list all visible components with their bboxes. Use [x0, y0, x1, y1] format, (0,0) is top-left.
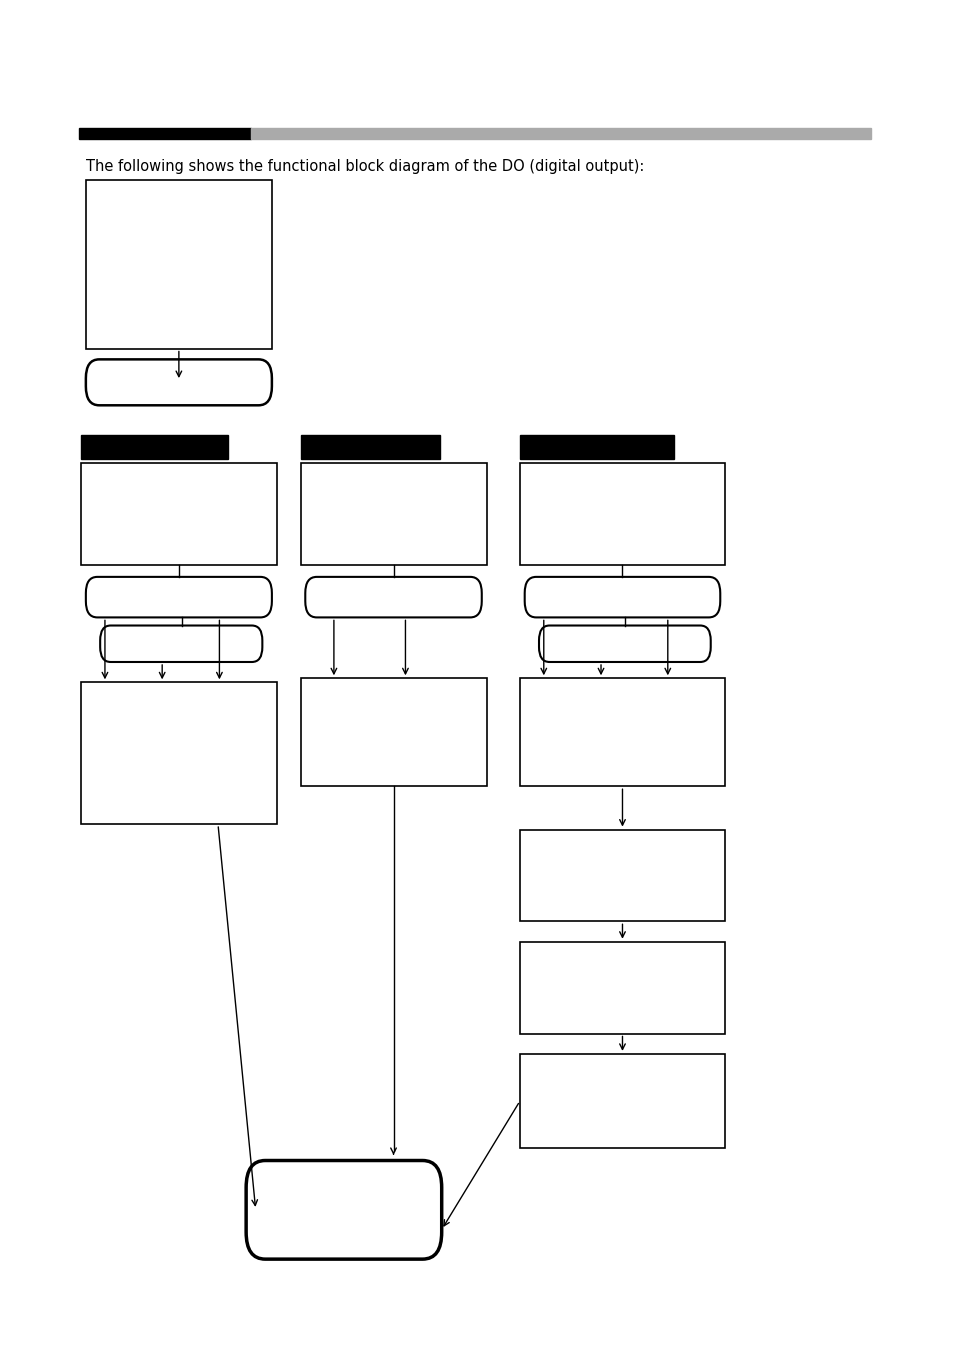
FancyBboxPatch shape — [305, 577, 481, 617]
FancyBboxPatch shape — [519, 463, 724, 565]
Bar — [79, 128, 251, 139]
Bar — [251, 128, 870, 139]
FancyBboxPatch shape — [100, 626, 262, 662]
FancyBboxPatch shape — [538, 626, 710, 662]
FancyBboxPatch shape — [519, 942, 724, 1034]
Text: The following shows the functional block diagram of the DO (digital output):: The following shows the functional block… — [86, 159, 643, 174]
FancyBboxPatch shape — [81, 682, 276, 824]
FancyBboxPatch shape — [519, 678, 724, 786]
FancyBboxPatch shape — [519, 1054, 724, 1148]
Bar — [81, 435, 228, 459]
FancyBboxPatch shape — [300, 678, 486, 786]
FancyBboxPatch shape — [246, 1161, 441, 1259]
Bar — [519, 435, 673, 459]
Bar — [300, 435, 439, 459]
FancyBboxPatch shape — [86, 180, 272, 349]
FancyBboxPatch shape — [86, 359, 272, 405]
FancyBboxPatch shape — [524, 577, 720, 617]
FancyBboxPatch shape — [86, 577, 272, 617]
FancyBboxPatch shape — [300, 463, 486, 565]
FancyBboxPatch shape — [81, 463, 276, 565]
FancyBboxPatch shape — [519, 830, 724, 921]
